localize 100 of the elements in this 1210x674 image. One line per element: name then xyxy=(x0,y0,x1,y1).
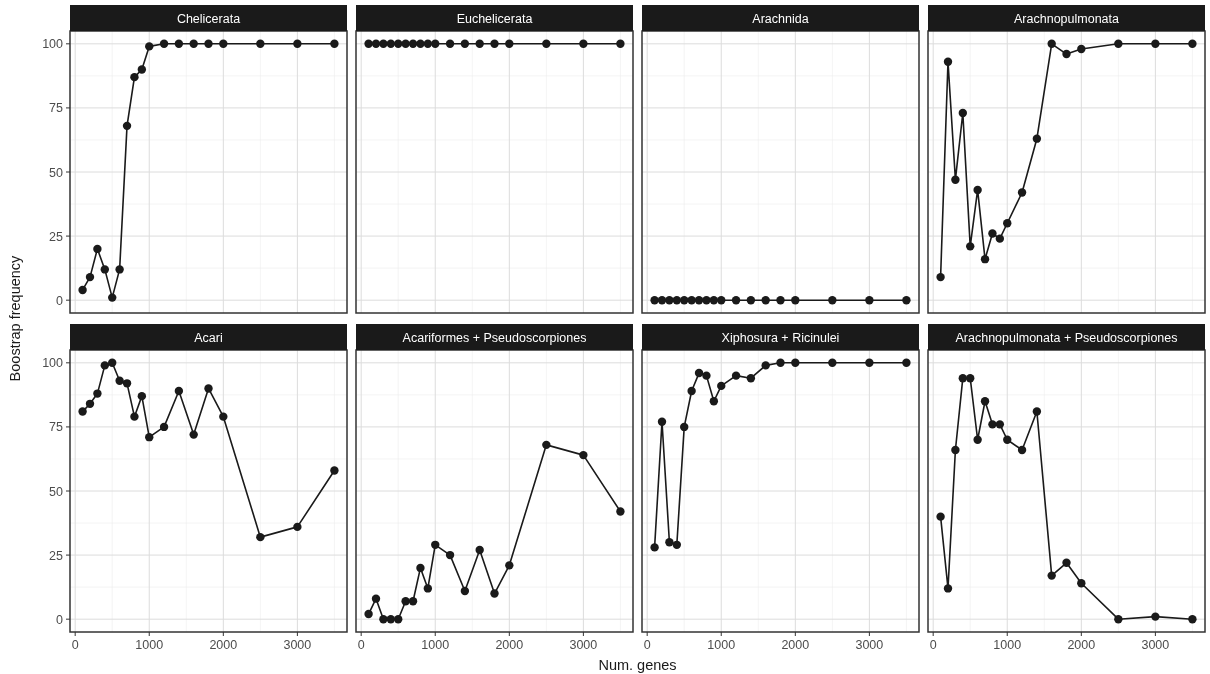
point xyxy=(401,597,410,606)
point xyxy=(490,589,499,598)
point xyxy=(108,293,117,302)
chart-title: Xiphosura + Ricinulei xyxy=(721,330,840,345)
point xyxy=(828,358,837,368)
x-tick-label: 1000 xyxy=(421,638,450,652)
point xyxy=(973,435,982,444)
point xyxy=(951,175,960,184)
point xyxy=(423,584,433,593)
chart-title: Acari xyxy=(194,330,223,345)
y-tick-label: 50 xyxy=(49,165,64,180)
point xyxy=(100,265,110,274)
point xyxy=(174,386,184,396)
y-tick-label: 75 xyxy=(49,101,64,116)
point xyxy=(386,614,396,624)
point xyxy=(1003,219,1012,228)
point xyxy=(159,422,169,432)
point xyxy=(115,265,124,274)
point xyxy=(189,39,198,49)
point xyxy=(1032,134,1042,143)
point xyxy=(115,376,124,385)
point xyxy=(657,417,667,426)
point xyxy=(460,586,470,596)
point xyxy=(665,538,674,547)
point xyxy=(100,361,110,370)
point xyxy=(1047,571,1056,580)
x-axis-title: Num. genes xyxy=(598,657,677,673)
point xyxy=(791,358,800,368)
point xyxy=(330,39,339,49)
chart-title: Euchelicerata xyxy=(456,11,533,26)
point xyxy=(902,358,911,368)
point xyxy=(364,609,373,619)
point xyxy=(505,561,514,570)
point xyxy=(371,594,381,603)
point xyxy=(1151,612,1160,621)
point xyxy=(93,389,102,398)
point xyxy=(731,371,741,380)
y-tick-label: 25 xyxy=(49,548,64,563)
point xyxy=(1114,39,1123,49)
y-tick-label: 50 xyxy=(49,484,64,499)
point xyxy=(145,432,154,442)
x-tick-label: 1000 xyxy=(707,638,736,652)
point xyxy=(330,466,339,475)
point xyxy=(408,597,418,606)
point xyxy=(988,229,997,238)
point xyxy=(1077,44,1086,54)
point xyxy=(1017,188,1027,197)
x-tick-label: 0 xyxy=(929,638,937,652)
point xyxy=(1062,49,1071,59)
point xyxy=(1151,39,1160,49)
point xyxy=(542,440,551,450)
point xyxy=(145,42,154,51)
point xyxy=(293,39,302,49)
point xyxy=(394,614,403,624)
point xyxy=(980,397,990,406)
point xyxy=(687,386,696,396)
chart-title: Chelicerata xyxy=(176,11,241,26)
chart-title: Acariformes + Pseudoscorpiones xyxy=(402,330,587,345)
chart-title: Arachnopulmonata + Pseudoscorpiones xyxy=(955,330,1178,345)
x-tick-label: 1000 xyxy=(135,638,164,652)
point xyxy=(293,522,302,532)
point xyxy=(256,532,265,542)
point xyxy=(579,450,588,460)
x-tick-label: 3000 xyxy=(1141,638,1170,652)
point xyxy=(122,121,132,131)
point xyxy=(475,545,484,555)
point xyxy=(1188,614,1197,624)
point xyxy=(174,39,184,49)
point xyxy=(204,384,213,393)
point xyxy=(717,381,726,391)
point xyxy=(204,39,213,49)
point xyxy=(936,512,945,521)
point xyxy=(776,358,785,368)
point xyxy=(189,430,198,439)
y-tick-label: 75 xyxy=(49,420,64,435)
point xyxy=(980,254,990,264)
point xyxy=(694,368,704,378)
y-tick-label: 0 xyxy=(56,612,64,627)
x-tick-label: 3000 xyxy=(283,638,312,652)
point xyxy=(431,540,440,550)
point xyxy=(865,358,874,368)
y-axis-title: Boostrap frequency xyxy=(7,254,23,382)
point xyxy=(1077,579,1086,588)
x-tick-label: 0 xyxy=(357,638,365,652)
x-tick-label: 3000 xyxy=(855,638,884,652)
point xyxy=(130,412,139,421)
point xyxy=(1003,435,1012,444)
point xyxy=(943,584,953,593)
point xyxy=(951,445,960,455)
point xyxy=(108,358,117,368)
point xyxy=(137,65,147,74)
point xyxy=(672,540,682,550)
point xyxy=(85,272,95,282)
chart-title: Arachnopulmonata xyxy=(1014,11,1120,26)
point xyxy=(702,371,711,380)
y-tick-label: 100 xyxy=(42,37,64,52)
point xyxy=(445,550,455,560)
point xyxy=(761,361,770,370)
point xyxy=(416,563,425,573)
point xyxy=(943,57,953,66)
